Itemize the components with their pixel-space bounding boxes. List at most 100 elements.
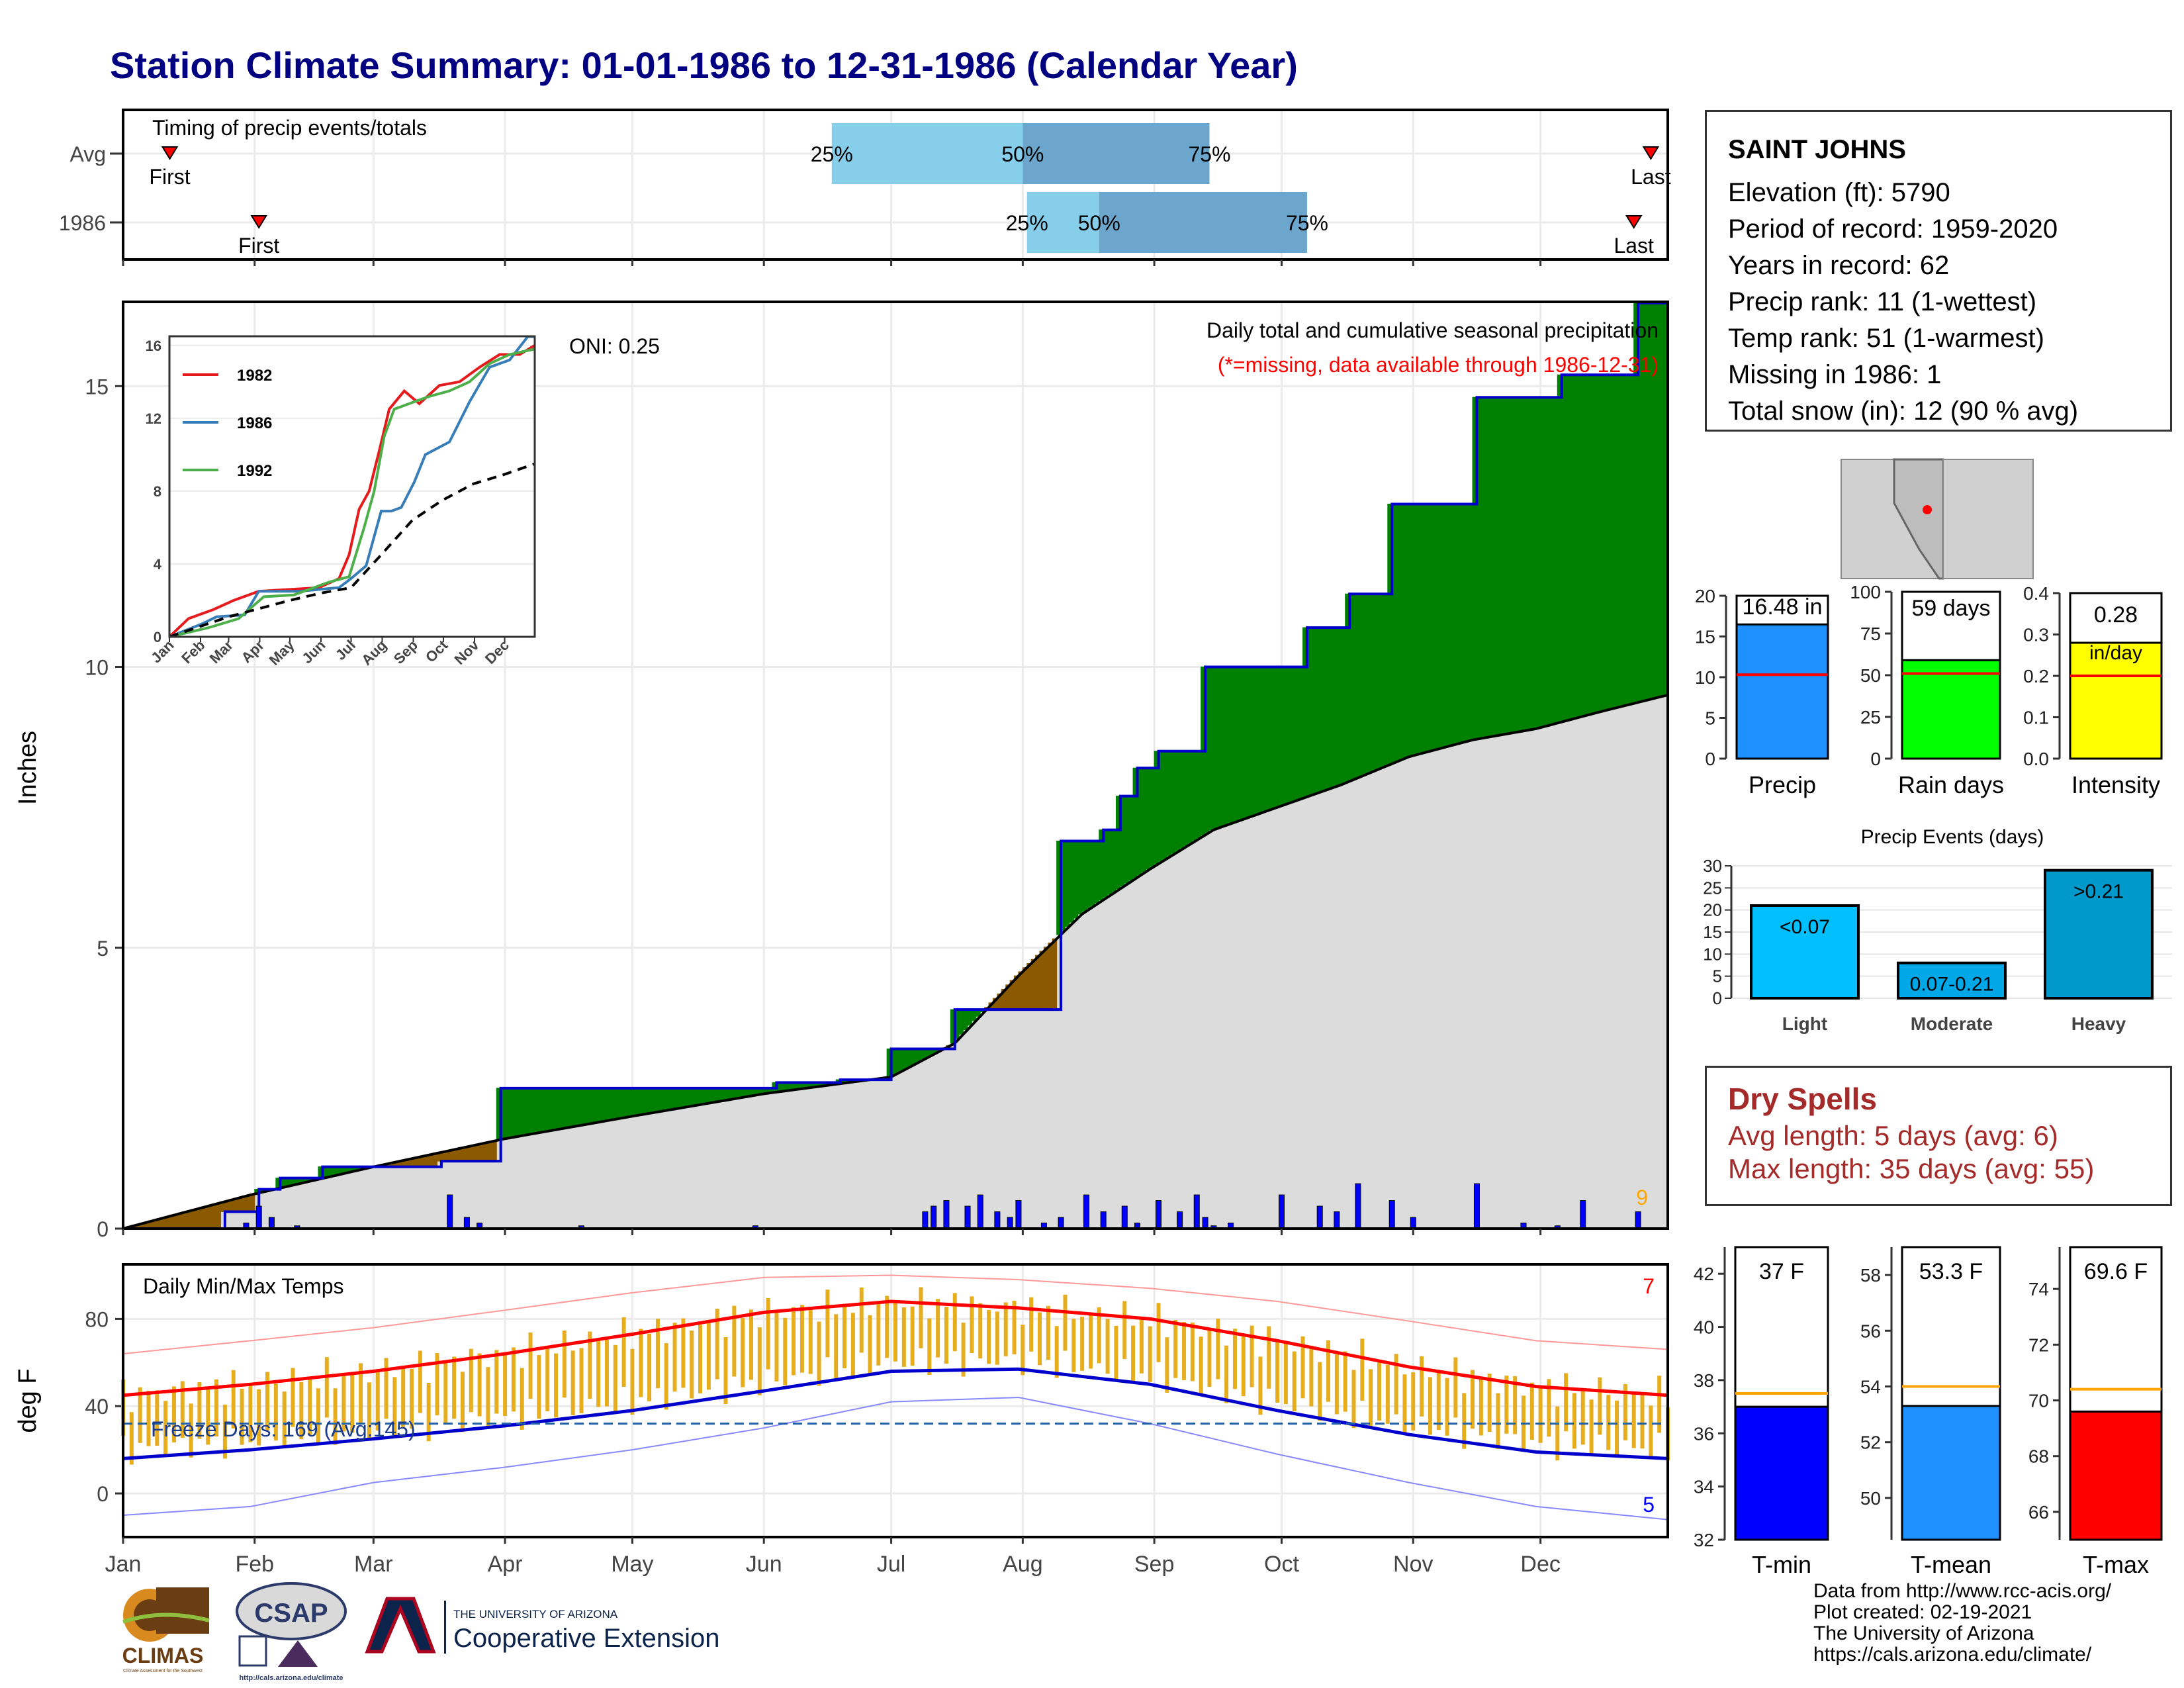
daily-temp-range-bar — [1207, 1328, 1212, 1387]
daily-temp-range-bar — [995, 1311, 999, 1365]
observed-cumulative-line — [123, 301, 1668, 1230]
daily-temp-range-bar — [545, 1346, 550, 1412]
daily-precip-bar — [463, 1217, 470, 1229]
footer-credits: Data from http://www.rcc-acis.org/ Plot … — [1813, 1581, 2111, 1665]
side-bar-unit-label: in/day — [2089, 642, 2142, 664]
inset-y-tick-label: 12 — [146, 410, 161, 427]
daily-temp-range-bar — [1283, 1343, 1288, 1405]
daily-temp-range-bar — [452, 1356, 457, 1419]
precip-y-tick-label: 5 — [97, 937, 109, 961]
side-bar-y-tick-label: 0.3 — [2023, 625, 2049, 645]
daily-temp-range-bar — [596, 1340, 601, 1407]
side-bar-y-tick-label: 68 — [2028, 1446, 2049, 1467]
daily-temp-range-bar — [1343, 1351, 1347, 1412]
daily-temp-range-bar — [817, 1321, 821, 1386]
timing-row-label: 1986 — [59, 211, 106, 235]
station-temp-rank: Temp rank: 51 (1-warmest) — [1728, 324, 2044, 353]
daily-temp-range-bar — [690, 1331, 694, 1399]
precip-y-axis-title: Inches — [14, 731, 42, 805]
daily-temp-range-bar — [1250, 1325, 1254, 1387]
daily-temp-range-bar — [138, 1387, 142, 1443]
side-bar-value-label: 69.6 F — [2084, 1259, 2148, 1284]
daily-temp-range-bar — [1394, 1354, 1398, 1415]
daily-temp-range-bar — [757, 1327, 762, 1395]
daily-temp-range-bar — [1513, 1376, 1518, 1434]
side-bar-y-tick-label: 0.1 — [2023, 708, 2049, 728]
timing-pct-label: 50% — [1078, 211, 1120, 235]
daily-temp-range-bar — [528, 1333, 533, 1399]
daily-temp-range-bar — [901, 1307, 906, 1367]
temp-series-line — [122, 1274, 1668, 1355]
side-bar-x-label: Intensity — [2071, 771, 2160, 798]
daily-temp-range-bar — [579, 1348, 584, 1413]
daily-temp-range-bar — [936, 1299, 940, 1358]
side-bar-value — [1901, 1405, 2001, 1541]
daily-temp-range-bar — [180, 1381, 185, 1438]
footer-line-4: https://cals.arizona.edu/climate/ — [1813, 1644, 2092, 1665]
side-bar-x-label: T-mean — [1911, 1551, 1991, 1578]
daily-temp-range-bar — [1479, 1378, 1483, 1436]
freeze-days-label: Freeze Days: 169 (Avg:145) — [151, 1417, 416, 1441]
timing-bar-25-50 — [1026, 192, 1099, 253]
daily-temp-range-bar — [630, 1348, 635, 1415]
temperature-panel: 0 40 80 Freeze Days: 169 (Avg:145) Daily Min… — [14, 1263, 1670, 1577]
events-bar-label: >0.21 — [2073, 881, 2124, 903]
temp-y-tick-label: 40 — [85, 1395, 109, 1419]
side-bar-y-tick-label: 10 — [1695, 667, 1715, 688]
inset-y-tick-label: 0 — [154, 629, 161, 645]
daily-temp-range-bar — [537, 1355, 541, 1419]
daily-temp-range-bar — [919, 1287, 923, 1348]
ua-logo: THE UNIVERSITY OF ARIZONA Cooperative Ex… — [361, 1595, 758, 1668]
daily-temp-range-bar — [401, 1366, 406, 1427]
daily-temp-range-bar — [774, 1313, 779, 1382]
daily-temp-range-bar — [197, 1382, 202, 1439]
daily-temp-range-bar — [1615, 1400, 1619, 1455]
events-y-tick-label: 5 — [1713, 966, 1722, 986]
daily-temp-range-bar — [324, 1357, 329, 1418]
side-bar-y-tick-label: 100 — [1850, 582, 1881, 602]
month-axis-label: Aug — [1003, 1552, 1043, 1577]
daily-temp-range-bar — [1326, 1340, 1331, 1402]
daily-temp-range-bar — [1360, 1338, 1365, 1401]
daily-temp-range-bar — [231, 1370, 236, 1429]
daily-temp-range-bar — [1258, 1356, 1263, 1415]
daily-temp-range-bar — [850, 1313, 855, 1376]
ua-logo-top: THE UNIVERSITY OF ARIZONA — [453, 1608, 618, 1620]
side-bar-x-label: T-max — [2083, 1551, 2149, 1578]
daily-temp-range-bar — [1029, 1297, 1034, 1352]
events-y-tick-label: 20 — [1703, 900, 1722, 920]
daily-temp-range-bar — [1589, 1399, 1594, 1454]
station-years: Years in record: 62 — [1728, 251, 1950, 280]
events-bar-label: <0.07 — [1780, 916, 1830, 938]
daily-temp-range-bar — [282, 1391, 287, 1448]
events-bar — [1897, 961, 2007, 1000]
daily-temp-range-bar — [978, 1303, 983, 1359]
timing-label: Timing of precip events/totals — [152, 116, 427, 140]
daily-temp-range-bar — [1046, 1305, 1050, 1360]
daily-temp-range-bar — [1402, 1374, 1407, 1432]
month-axis-label: Dec — [1520, 1552, 1560, 1577]
precip-missing-note: (*=missing, data available through 1986-… — [1218, 353, 1659, 377]
events-bar — [2044, 868, 2154, 1000]
daily-temp-range-bar — [214, 1379, 219, 1437]
daily-temp-range-bar — [970, 1296, 974, 1354]
timing-last-label: Last — [1614, 234, 1654, 258]
side-bar-value-label: 53.3 F — [1919, 1259, 1983, 1284]
daily-temp-range-bar — [1156, 1303, 1161, 1362]
daily-precip-bar — [1334, 1211, 1340, 1229]
daily-temp-range-bar — [418, 1350, 422, 1413]
side-bar-y-tick-label: 42 — [1694, 1264, 1714, 1284]
side-bar-y-tick-label: 36 — [1694, 1423, 1714, 1444]
side-bar-value — [1901, 659, 2001, 760]
precip-corner-count: 9 — [1636, 1186, 1648, 1209]
month-axis-label: May — [611, 1552, 653, 1577]
daily-temp-range-bar — [1131, 1325, 1136, 1381]
daily-temp-range-bar — [639, 1329, 643, 1397]
daily-temp-range-bar — [825, 1289, 830, 1358]
precip-y-tick-label: 0 — [97, 1217, 109, 1241]
daily-temp-range-bar — [1623, 1383, 1627, 1440]
month-axis-label: Feb — [235, 1552, 274, 1577]
footer-line-1: Data from http://www.rcc-acis.org/ — [1813, 1580, 2112, 1602]
side-bar-value — [1735, 623, 1829, 760]
